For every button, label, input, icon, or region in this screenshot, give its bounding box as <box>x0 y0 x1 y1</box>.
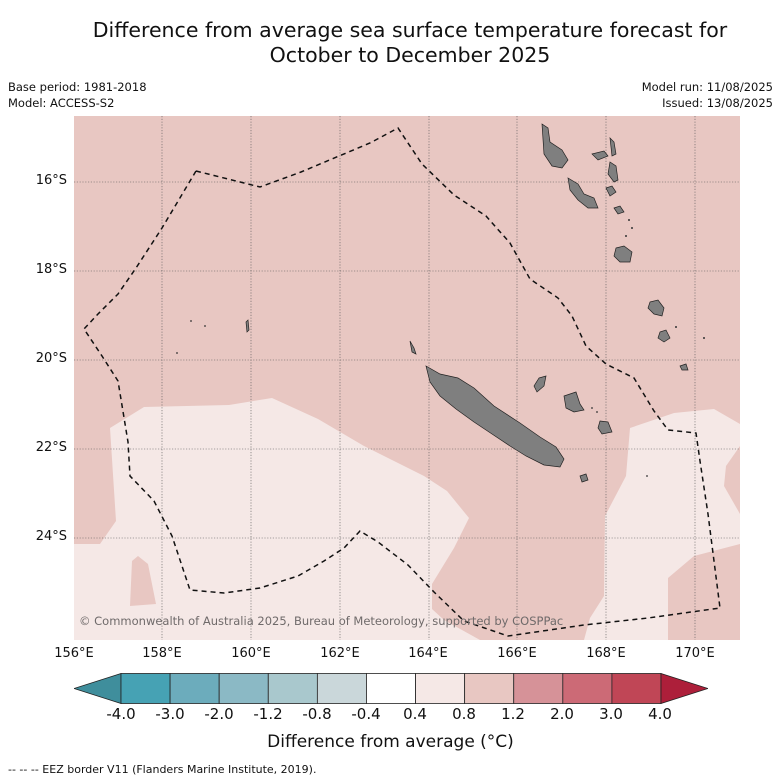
ambae-island <box>591 150 609 161</box>
colorbar-swatch <box>218 673 269 704</box>
erromango-island <box>647 299 665 317</box>
belep-islet <box>409 340 417 355</box>
mare-island <box>597 420 613 435</box>
tanna-island <box>657 329 671 343</box>
colorbar-tick-label: -0.4 <box>351 705 381 723</box>
shepherd-islet <box>613 205 625 215</box>
aneityum-island <box>679 363 689 371</box>
meta-left: Base period: 1981-2018 Model: ACCESS-S2 <box>8 79 147 111</box>
lat-label-18s: 18°S <box>35 262 67 277</box>
eez-legend: -- -- -- EEZ border V11 (Flanders Marine… <box>8 763 317 776</box>
lon-label-158e: 158°E <box>142 646 182 661</box>
colorbar-tick-label: -0.8 <box>302 705 332 723</box>
colorbar-swatch <box>169 673 220 704</box>
map-canvas <box>74 116 740 640</box>
lon-label-166e: 166°E <box>497 646 537 661</box>
lat-label-24s: 24°S <box>35 529 67 544</box>
map-panel <box>74 116 740 640</box>
eez-border <box>83 127 721 637</box>
colorbar-swatch <box>513 673 564 704</box>
colorbar-tick-label: 1.2 <box>501 705 525 723</box>
lat-label-16s: 16°S <box>35 173 67 188</box>
colorbar-tick-label: 2.0 <box>550 705 574 723</box>
espiritu-santo-island <box>541 123 569 169</box>
title-line-1: Difference from average sea surface temp… <box>92 18 728 42</box>
colorbar-tick-label: 0.8 <box>452 705 476 723</box>
lifou-island <box>563 391 585 413</box>
pentecost-island <box>609 137 617 157</box>
anomaly-region-0.4-0.8-west <box>74 398 480 640</box>
colorbar <box>72 672 710 705</box>
model-name: Model: ACCESS-S2 <box>8 96 115 110</box>
colorbar-swatch <box>316 673 367 704</box>
efate-island <box>613 245 633 263</box>
colorbar-swatch <box>464 673 515 704</box>
title-line-2: October to December 2025 <box>269 43 551 67</box>
lat-label-22s: 22°S <box>35 440 67 455</box>
colorbar-swatch <box>267 673 318 704</box>
lon-label-162e: 162°E <box>320 646 360 661</box>
lon-label-164e: 164°E <box>408 646 448 661</box>
ambrym-island <box>607 161 619 183</box>
colorbar-tick-label: -1.2 <box>253 705 283 723</box>
colorbar-tick-label: 0.4 <box>403 705 427 723</box>
colorbar-swatch <box>366 673 416 704</box>
anomaly-patch-small <box>130 556 156 606</box>
issued-date: Issued: 13/08/2025 <box>662 96 773 110</box>
colorbar-extend-low <box>72 672 122 705</box>
land-masses <box>245 123 689 483</box>
colorbar-tick-label: 4.0 <box>648 705 672 723</box>
lon-label-160e: 160°E <box>231 646 271 661</box>
new-caledonia-island <box>425 365 565 468</box>
ouvea-island <box>533 375 547 393</box>
colorbar-tick-label: -3.0 <box>155 705 185 723</box>
colorbar-tick-label: -2.0 <box>204 705 234 723</box>
base-period: Base period: 1981-2018 <box>8 80 147 94</box>
colorbar-swatch <box>415 673 466 704</box>
lon-label-170e: 170°E <box>675 646 715 661</box>
chesterfield-islet <box>245 319 250 333</box>
colorbar-tick-label: 3.0 <box>599 705 623 723</box>
isle-of-pines <box>579 473 589 483</box>
colorbar-swatches <box>72 672 710 705</box>
lon-label-168e: 168°E <box>586 646 626 661</box>
copyright-notice: © Commonwealth of Australia 2025, Bureau… <box>79 614 564 628</box>
colorbar-tick-label: -4.0 <box>106 705 136 723</box>
graticule <box>74 116 740 640</box>
model-run: Model run: 11/08/2025 <box>641 80 773 94</box>
colorbar-swatch <box>611 673 662 704</box>
colorbar-title: Difference from average (°C) <box>267 732 514 752</box>
epi-island <box>605 185 617 197</box>
colorbar-extend-high <box>660 672 710 705</box>
colorbar-swatch <box>562 673 613 704</box>
anomaly-region-0.4-0.8-east <box>584 409 740 640</box>
colorbar-swatch <box>120 673 171 704</box>
small-islets <box>176 219 705 477</box>
map-title: Difference from average sea surface temp… <box>40 18 780 68</box>
malakula-island <box>567 177 599 209</box>
lat-label-20s: 20°S <box>35 351 67 366</box>
lon-label-156e: 156°E <box>54 646 94 661</box>
meta-right: Model run: 11/08/2025 Issued: 13/08/2025 <box>642 79 773 111</box>
